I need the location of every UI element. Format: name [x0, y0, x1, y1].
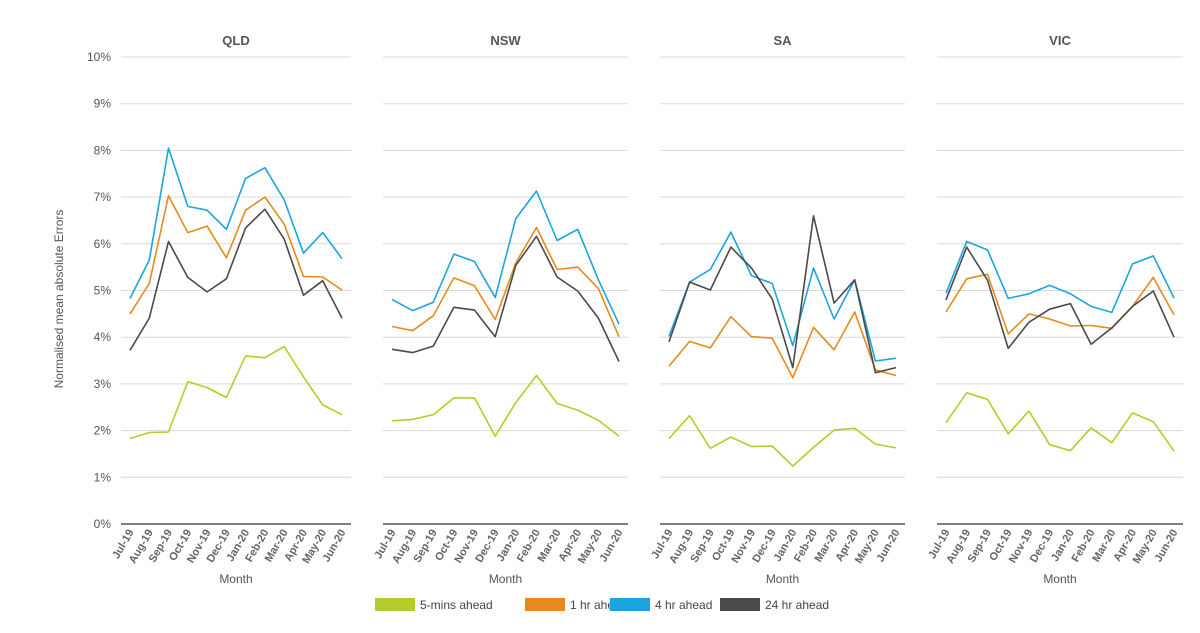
y-axis-label: Normalised mean absolute Errors	[52, 210, 66, 389]
legend-swatch	[610, 598, 650, 611]
series-line-4-hr-ahead	[391, 190, 620, 325]
y-tick-label: 1%	[94, 470, 112, 484]
x-axis-label: Month	[766, 572, 799, 586]
series-line-4-hr-ahead	[129, 147, 343, 299]
series-line-24-hr-ahead	[129, 208, 343, 351]
y-tick-label: 3%	[94, 377, 112, 391]
legend-label: 4 hr ahead	[655, 598, 712, 612]
series-line-24-hr-ahead	[945, 246, 1175, 350]
panel-nsw: NSWJul-19Aug-19Sep-19Oct-19Nov-19Dec-19J…	[372, 33, 628, 586]
legend-item: 4 hr ahead	[610, 598, 712, 612]
panel-vic: VICJul-19Aug-19Sep-19Oct-19Nov-19Dec-19J…	[926, 33, 1183, 586]
y-tick-label: 2%	[94, 424, 112, 438]
series-line-5-mins-ahead	[945, 391, 1175, 452]
y-tick-label: 4%	[94, 330, 112, 344]
panel-sa: SAJul-19Aug-19Sep-19Oct-19Nov-19Dec-19Ja…	[649, 33, 905, 586]
panel-title: QLD	[222, 33, 249, 48]
legend-item: 5-mins ahead	[375, 598, 493, 612]
series-line-1-hr-ahead	[391, 226, 620, 338]
series-line-24-hr-ahead	[391, 235, 620, 362]
legend-swatch	[720, 598, 760, 611]
series-line-4-hr-ahead	[668, 231, 897, 362]
series-line-5-mins-ahead	[668, 414, 897, 467]
panel-title: VIC	[1049, 33, 1071, 48]
panel-title: NSW	[490, 33, 521, 48]
panel-qld: QLDJul-19Aug-19Sep-19Oct-19Nov-19Dec-19J…	[110, 33, 351, 586]
x-axis-label: Month	[489, 572, 522, 586]
panel-title: SA	[773, 33, 792, 48]
x-axis-label: Month	[219, 572, 252, 586]
legend-label: 24 hr ahead	[765, 598, 829, 612]
series-line-4-hr-ahead	[945, 240, 1175, 314]
y-tick-label: 5%	[94, 284, 112, 298]
y-tick-label: 0%	[94, 517, 112, 531]
y-tick-label: 9%	[94, 97, 112, 111]
series-line-1-hr-ahead	[945, 273, 1175, 335]
series-line-1-hr-ahead	[668, 311, 897, 379]
legend-label: 5-mins ahead	[420, 598, 493, 612]
y-tick-label: 10%	[87, 50, 111, 64]
legend-swatch	[375, 598, 415, 611]
y-tick-label: 7%	[94, 190, 112, 204]
series-line-24-hr-ahead	[668, 215, 897, 374]
series-line-1-hr-ahead	[129, 194, 343, 315]
series-line-5-mins-ahead	[391, 374, 620, 438]
series-line-5-mins-ahead	[129, 345, 343, 440]
legend-swatch	[525, 598, 565, 611]
x-axis-label: Month	[1043, 572, 1076, 586]
y-tick-label: 8%	[94, 143, 112, 157]
legend-item: 24 hr ahead	[720, 598, 829, 612]
y-tick-label: 6%	[94, 237, 112, 251]
